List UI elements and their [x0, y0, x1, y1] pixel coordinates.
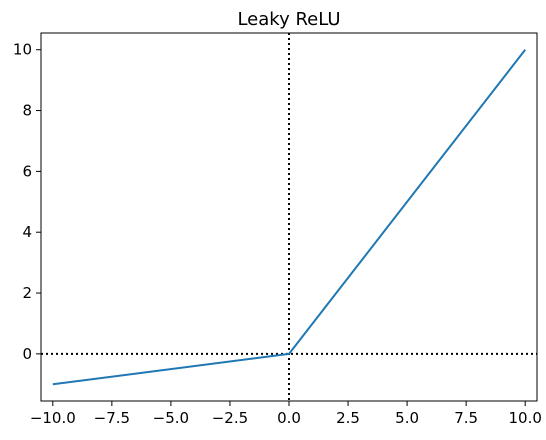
x-tick-label: −2.5	[212, 409, 248, 427]
x-tick-label: 5.0	[395, 409, 419, 427]
plot-area	[41, 33, 537, 401]
y-tick-label: 10	[13, 41, 32, 59]
x-axis: −10.0 −7.5 −5.0 −2.5 0.0 2.5 5.0 7.5 10.0	[30, 401, 542, 427]
x-tick-label: 10.0	[508, 409, 541, 427]
y-axis: 0 2 4 6 8 10	[13, 41, 41, 363]
y-tick-label: 4	[22, 223, 32, 241]
series-line-0	[52, 49, 526, 386]
x-tick-label: −10.0	[30, 409, 76, 427]
x-tick-label: 7.5	[454, 409, 478, 427]
chart-title: Leaky ReLU	[237, 9, 340, 30]
y-tick-label: 2	[22, 284, 32, 302]
x-tick-label: 2.5	[336, 409, 360, 427]
x-tick-label: −7.5	[94, 409, 130, 427]
y-tick-label: 0	[22, 345, 32, 363]
x-tick-label: 0.0	[277, 409, 301, 427]
y-tick-label: 8	[22, 102, 32, 120]
x-tick-label: −5.0	[153, 409, 189, 427]
y-tick-label: 6	[22, 162, 32, 180]
